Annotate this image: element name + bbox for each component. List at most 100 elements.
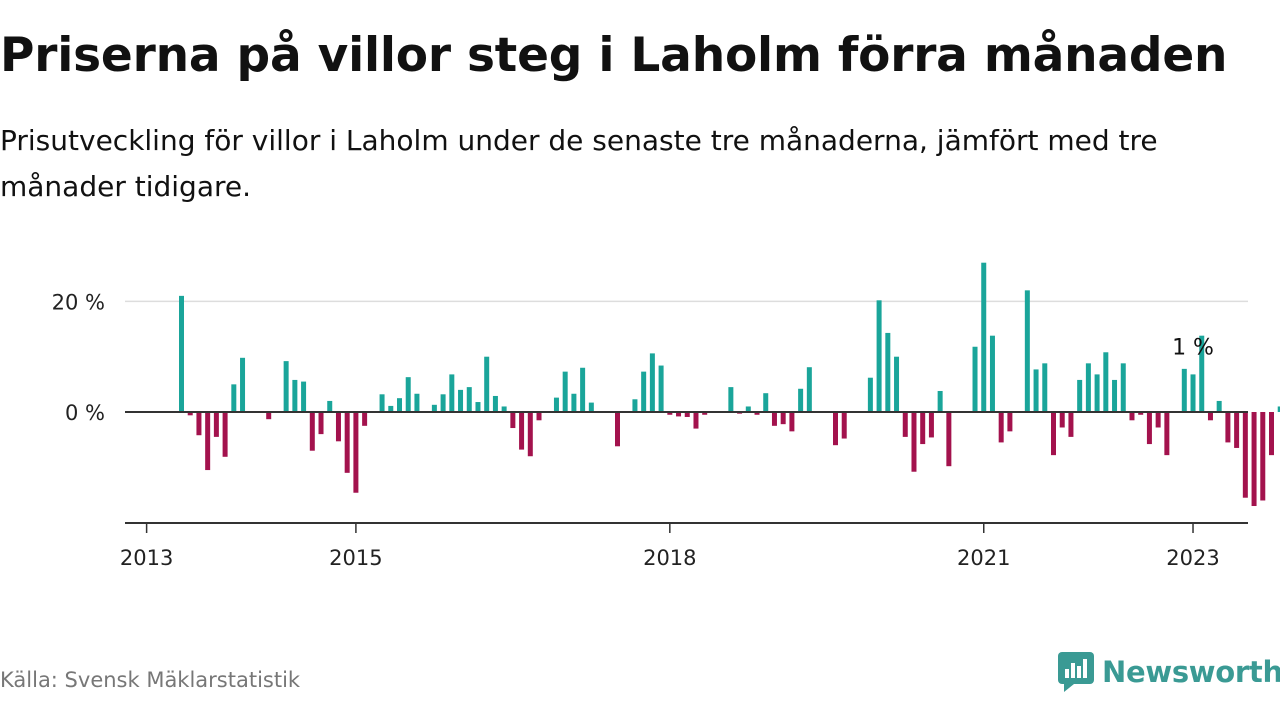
bar — [1181, 368, 1187, 412]
bar — [1042, 363, 1048, 412]
bar — [972, 346, 978, 412]
bar — [519, 412, 525, 450]
brand-name: Newsworthy — [1102, 655, 1280, 689]
bar — [353, 412, 359, 493]
bar — [458, 389, 464, 412]
x-tick-label: 2023 — [1166, 546, 1219, 570]
bar — [388, 405, 394, 412]
bar — [1112, 379, 1118, 412]
bar — [771, 412, 777, 426]
bar — [937, 390, 943, 412]
x-tick-label: 2013 — [120, 546, 173, 570]
bar — [1085, 363, 1091, 412]
bar — [501, 406, 507, 412]
bar — [798, 388, 804, 412]
bar — [1033, 369, 1039, 412]
x-tick-label: 2018 — [643, 546, 696, 570]
bar — [571, 393, 577, 412]
bar — [649, 353, 655, 412]
bar — [1094, 374, 1100, 412]
bar — [344, 412, 350, 473]
bar — [1225, 412, 1231, 443]
bar — [1260, 412, 1266, 501]
bar — [335, 412, 341, 442]
bar — [309, 412, 315, 451]
bar — [1051, 412, 1056, 456]
bar — [196, 412, 202, 436]
bar — [1164, 412, 1170, 456]
bar — [989, 335, 995, 412]
bar — [615, 412, 620, 447]
y-tick-label: 20 % — [52, 290, 105, 314]
bar — [327, 400, 333, 412]
bar — [179, 295, 184, 412]
bar — [1077, 379, 1083, 412]
bar — [1199, 335, 1205, 412]
bar — [1103, 352, 1109, 412]
bar — [1234, 412, 1240, 448]
bar — [449, 374, 455, 412]
bar — [1059, 412, 1065, 428]
bar — [466, 387, 472, 412]
bar — [580, 367, 586, 412]
bar — [676, 412, 682, 417]
bar — [1190, 374, 1196, 412]
bar — [841, 412, 847, 439]
bar — [1007, 412, 1013, 432]
newsworthy-logo: Newsworthy — [1058, 652, 1280, 692]
bar — [667, 412, 673, 415]
bar — [1277, 406, 1280, 412]
bar — [1138, 412, 1144, 415]
bar — [833, 412, 838, 446]
bar — [920, 412, 926, 445]
bar — [641, 371, 647, 412]
bar — [1068, 412, 1074, 437]
bar — [510, 412, 516, 429]
bar — [684, 412, 690, 417]
bar — [911, 412, 917, 472]
y-tick-label: 0 % — [65, 401, 105, 425]
bar — [292, 379, 298, 412]
bar — [876, 300, 882, 412]
bar — [414, 393, 420, 412]
bar — [283, 361, 289, 412]
bar — [885, 332, 891, 412]
value-annotation: 1 % — [1172, 335, 1214, 360]
bar — [431, 404, 437, 412]
bar — [928, 412, 934, 438]
bar — [405, 377, 411, 412]
bar — [562, 371, 568, 412]
bar — [981, 262, 987, 412]
bar — [318, 412, 324, 435]
bar — [1120, 363, 1126, 412]
chart-subtitle: Prisutveckling för villor i Laholm under… — [0, 124, 1158, 203]
bar — [1269, 412, 1274, 456]
chart-title: Priserna på villor steg i Laholm förra m… — [0, 28, 1228, 83]
bar — [702, 412, 708, 415]
bar — [1207, 412, 1213, 421]
bar — [484, 356, 490, 412]
bar — [231, 384, 237, 412]
bar — [1251, 412, 1257, 507]
bar — [527, 412, 533, 457]
x-tick-label: 2015 — [329, 546, 382, 570]
bar — [205, 412, 211, 471]
bar — [301, 381, 307, 412]
bar — [240, 357, 246, 412]
bar — [475, 402, 481, 412]
bar — [213, 412, 219, 437]
bar — [362, 412, 368, 426]
bar — [745, 406, 751, 412]
bar — [632, 399, 638, 412]
bar — [998, 412, 1004, 443]
bar — [553, 397, 559, 412]
bar — [806, 367, 812, 412]
bar — [397, 398, 402, 412]
bar — [780, 412, 786, 425]
bar — [588, 402, 594, 412]
source-note: Källa: Svensk Mäklarstatistik — [0, 668, 301, 692]
bar — [754, 412, 760, 415]
bar — [1146, 412, 1152, 445]
bar — [658, 365, 664, 412]
bar-chart: 0 % 20 % 2013 2015 2018 2021 2023 1 % — [52, 262, 1280, 570]
